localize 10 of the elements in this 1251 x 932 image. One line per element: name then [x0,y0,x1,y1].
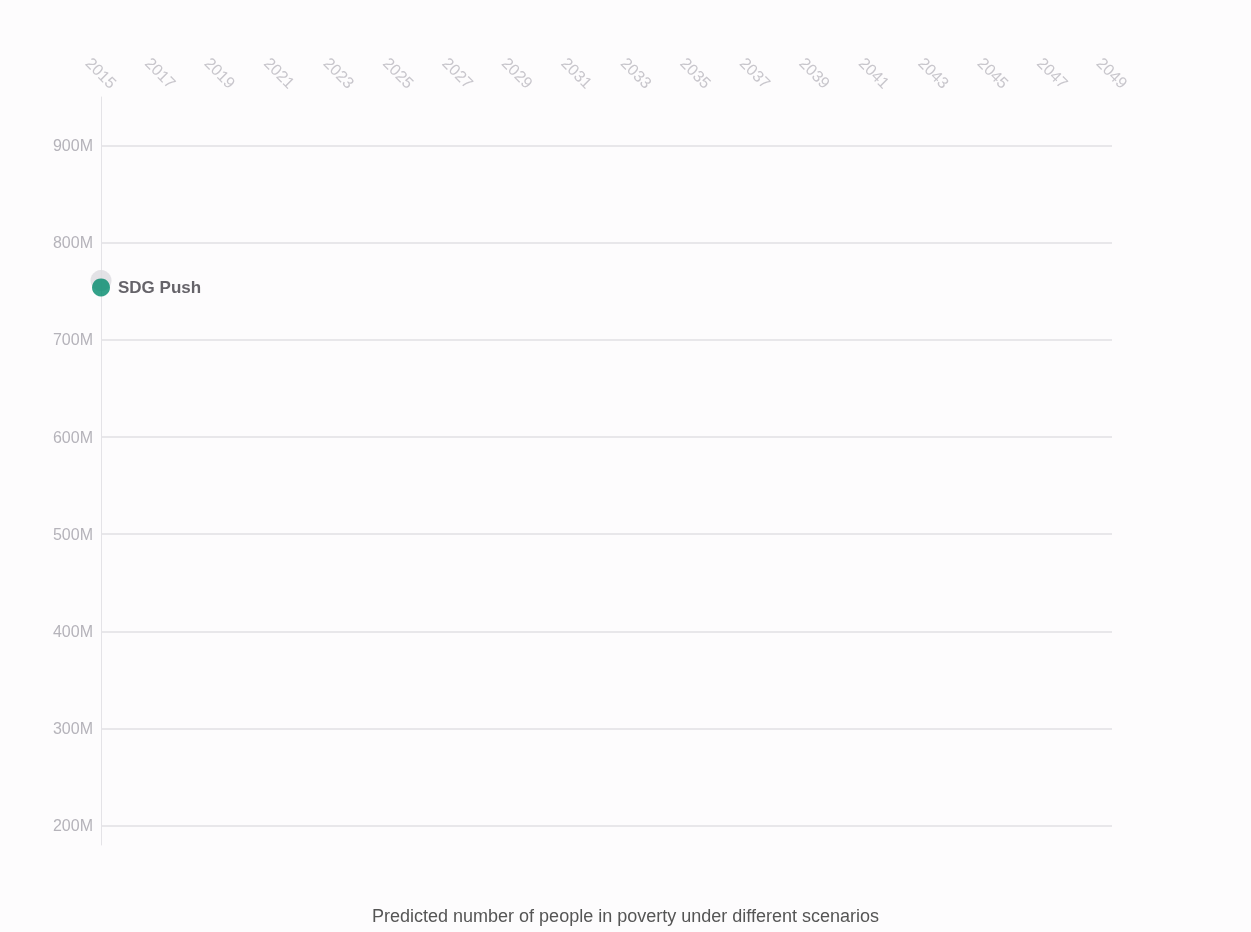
y-tick-label: 700M [52,331,93,349]
series-label: SDG Push [118,277,202,297]
y-tick-label: 400M [52,622,93,640]
y-tick-label: 600M [52,428,93,446]
y-tick-label: 300M [52,719,93,737]
y-tick-label: 900M [52,137,93,155]
y-tick-label: 800M [52,234,93,252]
y-tick-label: 200M [52,817,93,835]
text: Predicted number of people in poverty under different scenarios [372,906,879,926]
y-tick-label: 500M [52,525,93,543]
